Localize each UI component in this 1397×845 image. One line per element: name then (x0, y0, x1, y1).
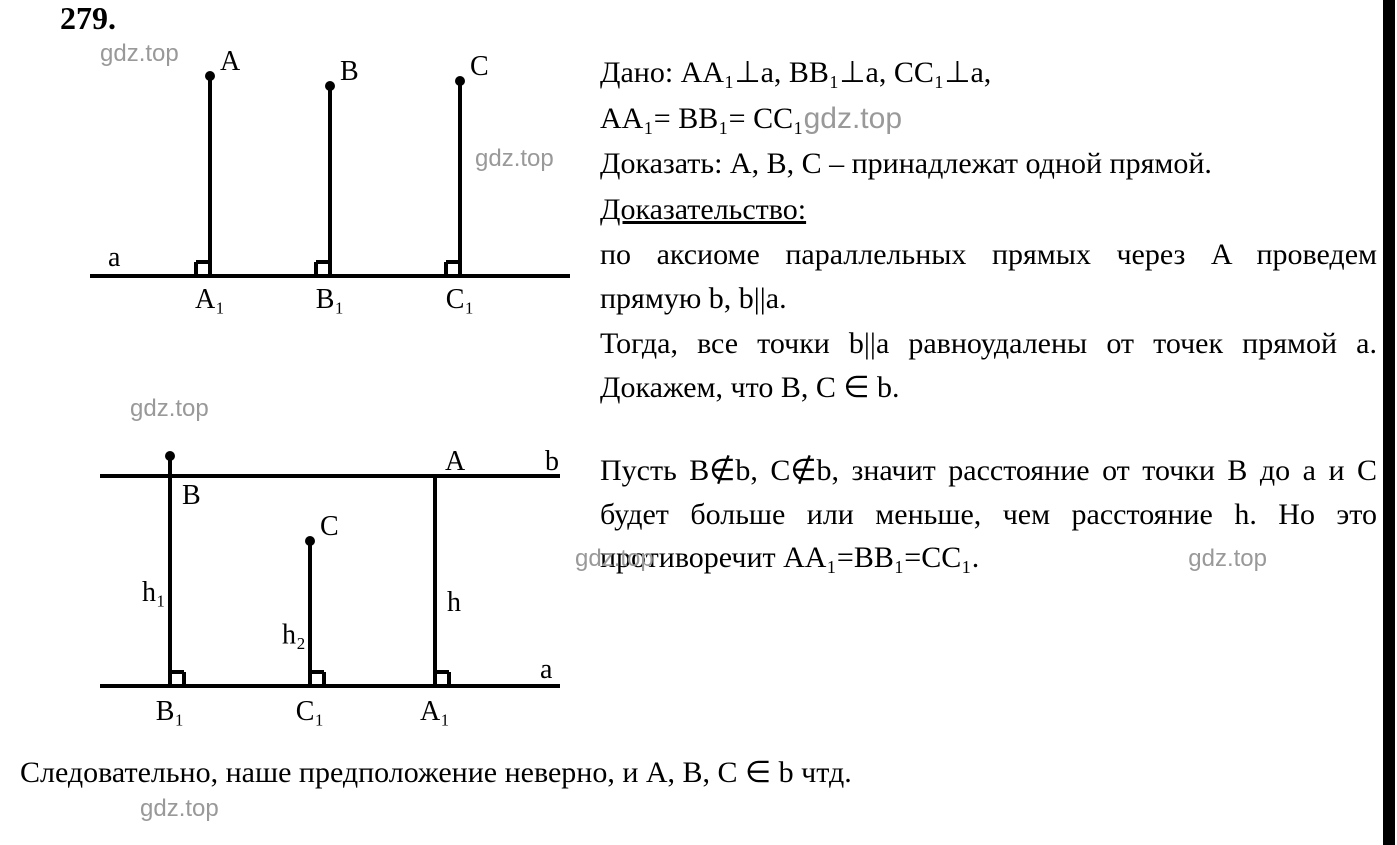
svg-text:C₁: C₁ (446, 284, 474, 315)
proof-conclusion: Следовательно, наше предположение неверн… (0, 751, 1397, 800)
svg-text:A₁: A₁ (420, 696, 450, 727)
svg-text:A₁: A₁ (195, 284, 225, 315)
svg-text:B₁: B₁ (156, 696, 184, 727)
proof-p3: Пусть B∉b, C∉b, значит расстояние от точ… (600, 449, 1377, 580)
svg-text:B₁: B₁ (316, 284, 344, 315)
svg-text:h₁: h₁ (142, 577, 166, 608)
given-label: Дано: (600, 56, 673, 89)
diagram-2: B Ab Ch₁ h₂ h a B₁ C₁ A₁ (20, 441, 580, 741)
svg-text:C₁: C₁ (296, 696, 324, 727)
proof-p2: Тогда, все точки b||a равноудалены от то… (600, 322, 1377, 409)
prove-content: A, B, C – принадлежат одной прямой. (730, 147, 1212, 180)
proof-label: Доказательство: (600, 193, 806, 226)
svg-text:C: C (320, 511, 339, 542)
diagram-1: A B C A₁ B₁ C₁ a (20, 51, 580, 341)
svg-text:A: A (445, 446, 466, 477)
watermark-inline: gdz.top (804, 102, 902, 135)
svg-text:b: b (545, 446, 559, 477)
given-content-2: AA₁= BB₁= CC₁ (600, 102, 804, 135)
svg-text:A: A (220, 51, 241, 77)
proof-label-line: Доказательство: (600, 188, 1377, 232)
svg-text:B: B (340, 56, 359, 87)
svg-text:B: B (182, 480, 201, 511)
prove-label: Доказать: (600, 147, 722, 180)
svg-text:a: a (108, 242, 121, 273)
svg-text:a: a (540, 654, 553, 685)
given-content-1: AA₁⊥a, BB₁⊥a, CC₁⊥a, (681, 56, 992, 89)
svg-text:h₂: h₂ (282, 620, 306, 651)
page-content: A B C A₁ B₁ C₁ a B Ab Ch₁ h₂ h a B₁ C₁ A₁ Дано: AA₁⊥a,… (0, 41, 1397, 751)
proof-p1: по аксиоме параллельных прямых через A п… (600, 233, 1377, 320)
problem-number: 279. (60, 0, 1397, 37)
svg-text:h: h (447, 587, 461, 618)
prove-line: Доказать: A, B, C – принадлежат одной пр… (600, 142, 1377, 186)
svg-text:C: C (470, 51, 489, 82)
text-column: Дано: AA₁⊥a, BB₁⊥a, CC₁⊥a, AA₁= BB₁= CC₁… (600, 51, 1377, 741)
given-line-1: Дано: AA₁⊥a, BB₁⊥a, CC₁⊥a, (600, 51, 1377, 95)
right-border-decoration (1383, 0, 1395, 845)
diagrams-column: A B C A₁ B₁ C₁ a B Ab Ch₁ h₂ h a B₁ C₁ A₁ (20, 51, 580, 741)
given-line-2: AA₁= BB₁= CC₁gdz.top (600, 97, 1377, 141)
